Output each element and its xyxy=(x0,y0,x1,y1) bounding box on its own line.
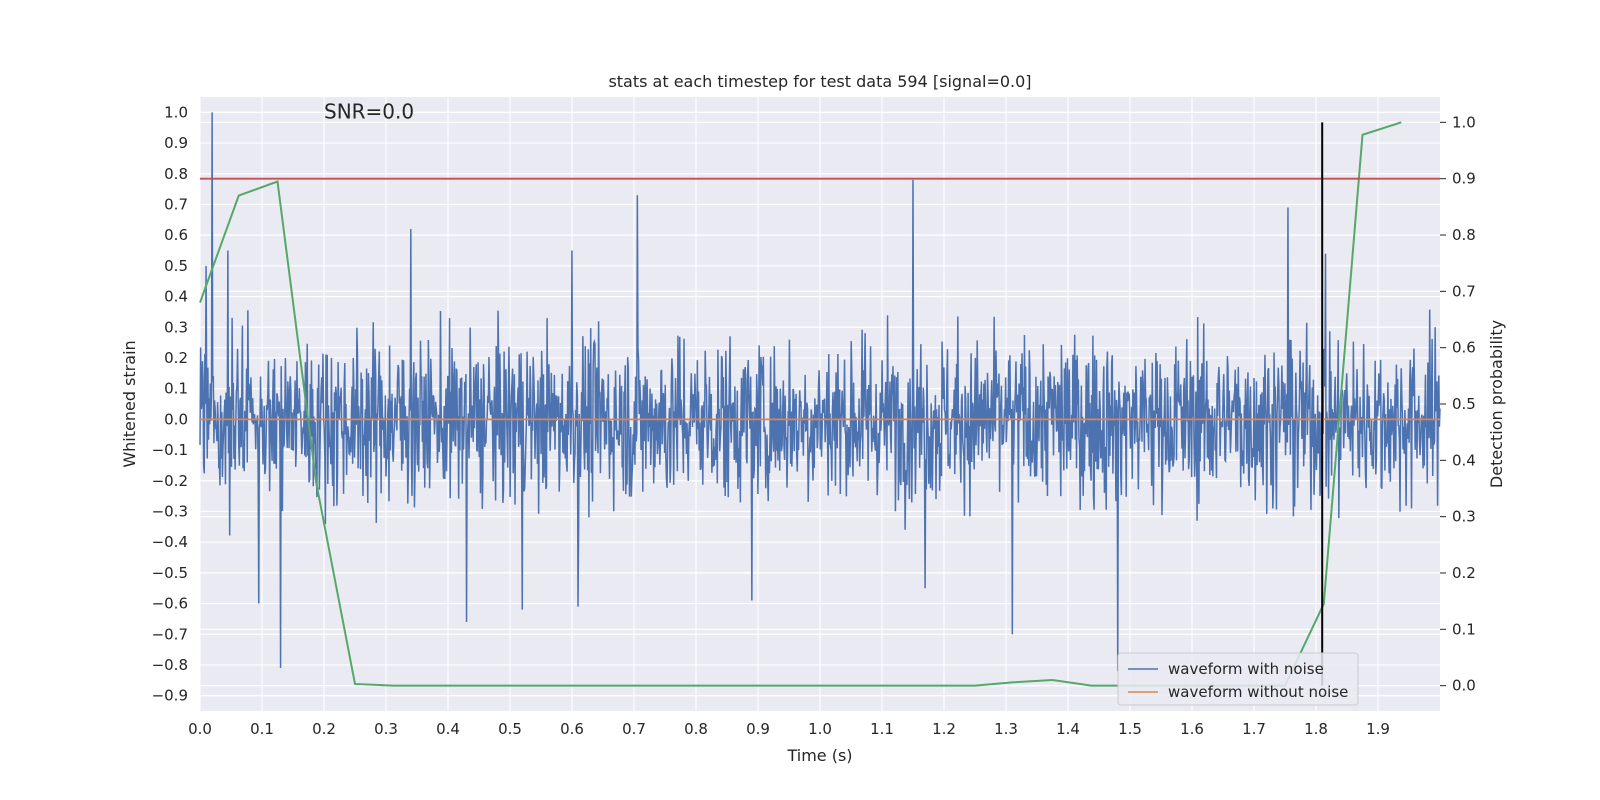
y-axis-label: Whitened strain xyxy=(120,340,139,467)
x-tick-label: 0.8 xyxy=(684,720,708,738)
legend-box xyxy=(1117,652,1359,706)
x-tick-label: 0.5 xyxy=(498,720,522,738)
y2-tick-label: 0.0 xyxy=(1452,677,1476,695)
x-tick-label: 0.3 xyxy=(374,720,398,738)
y-tick-label: −0.7 xyxy=(152,625,188,643)
y-tick-label: 0.5 xyxy=(164,257,188,275)
x-tick-label: 1.8 xyxy=(1304,720,1328,738)
y-tick-label: −0.8 xyxy=(152,656,188,674)
legend: waveform with noise waveform without noi… xyxy=(1117,652,1359,706)
x-tick-label: 0.9 xyxy=(746,720,770,738)
y2-tick-label: 0.2 xyxy=(1452,564,1476,582)
y-tick-label: 0.9 xyxy=(164,134,188,152)
y2-tick-label: 0.7 xyxy=(1452,282,1476,300)
x-tick-label: 1.2 xyxy=(932,720,956,738)
chart-title: stats at each timestep for test data 594… xyxy=(608,72,1031,91)
y2-tick-label: 0.6 xyxy=(1452,339,1476,357)
tick-labels: 0.0 0.1 0.2 0.3 0.4 0.5 0.6 0.7 0.8 0.9 1.0 1.1 1.2 1… xyxy=(152,103,1476,738)
y-tick-label: 0.2 xyxy=(164,349,188,367)
snr-annotation: SNR=0.0 xyxy=(324,99,414,123)
x-tick-label: 1.4 xyxy=(1056,720,1080,738)
y-tick-label: −0.3 xyxy=(152,502,188,520)
x-tick-label: 1.9 xyxy=(1366,720,1390,738)
x-tick-label: 1.5 xyxy=(1118,720,1142,738)
x-tick-label: 1.6 xyxy=(1180,720,1204,738)
y2-tick-label: 1.0 xyxy=(1452,113,1476,131)
y2-tick-label: 0.8 xyxy=(1452,226,1476,244)
x-tick-label: 0.2 xyxy=(312,720,336,738)
y-tick-label: −0.9 xyxy=(152,687,188,705)
y-tick-label: 0.6 xyxy=(164,226,188,244)
y2-axis-label: Detection probability xyxy=(1487,320,1506,488)
x-axis-label: Time (s) xyxy=(786,746,852,765)
marker-lines xyxy=(200,122,1440,686)
waveform-with-noise-line xyxy=(199,112,1441,672)
y2-tick-label: 0.1 xyxy=(1452,620,1476,638)
y-tick-label: −0.1 xyxy=(152,441,188,459)
y-tick-label: −0.2 xyxy=(152,472,188,490)
y-tick-label: 0.8 xyxy=(164,165,188,183)
y-tick-label: 0.1 xyxy=(164,380,188,398)
x-tick-label: 1.3 xyxy=(994,720,1018,738)
noise-waveform-series xyxy=(199,112,1441,672)
legend-label-noise: waveform with noise xyxy=(1168,660,1324,678)
x-tick-label: 1.0 xyxy=(808,720,832,738)
y2-tick-label: 0.9 xyxy=(1452,170,1476,188)
y2-tick-label: 0.3 xyxy=(1452,508,1476,526)
x-tick-label: 0.6 xyxy=(560,720,584,738)
y-tick-label: −0.5 xyxy=(152,564,188,582)
x-tick-label: 0.7 xyxy=(622,720,646,738)
y-tick-label: 0.3 xyxy=(164,318,188,336)
y-tick-label: 0.0 xyxy=(164,410,188,428)
y-tick-label: −0.6 xyxy=(152,595,188,613)
x-tick-label: 0.1 xyxy=(250,720,274,738)
x-tick-label: 0.4 xyxy=(436,720,460,738)
y2-tick-label: 0.5 xyxy=(1452,395,1476,413)
y2-tick-label: 0.4 xyxy=(1452,451,1476,469)
y-tick-label: 0.4 xyxy=(164,288,188,306)
x-tick-label: 1.7 xyxy=(1242,720,1266,738)
legend-label-clean: waveform without noise xyxy=(1168,683,1348,701)
y-tick-label: −0.4 xyxy=(152,533,188,551)
y-tick-label: 1.0 xyxy=(164,103,188,121)
x-tick-label: 1.1 xyxy=(870,720,894,738)
y-tick-label: 0.7 xyxy=(164,195,188,213)
x-tick-label: 0.0 xyxy=(188,720,212,738)
